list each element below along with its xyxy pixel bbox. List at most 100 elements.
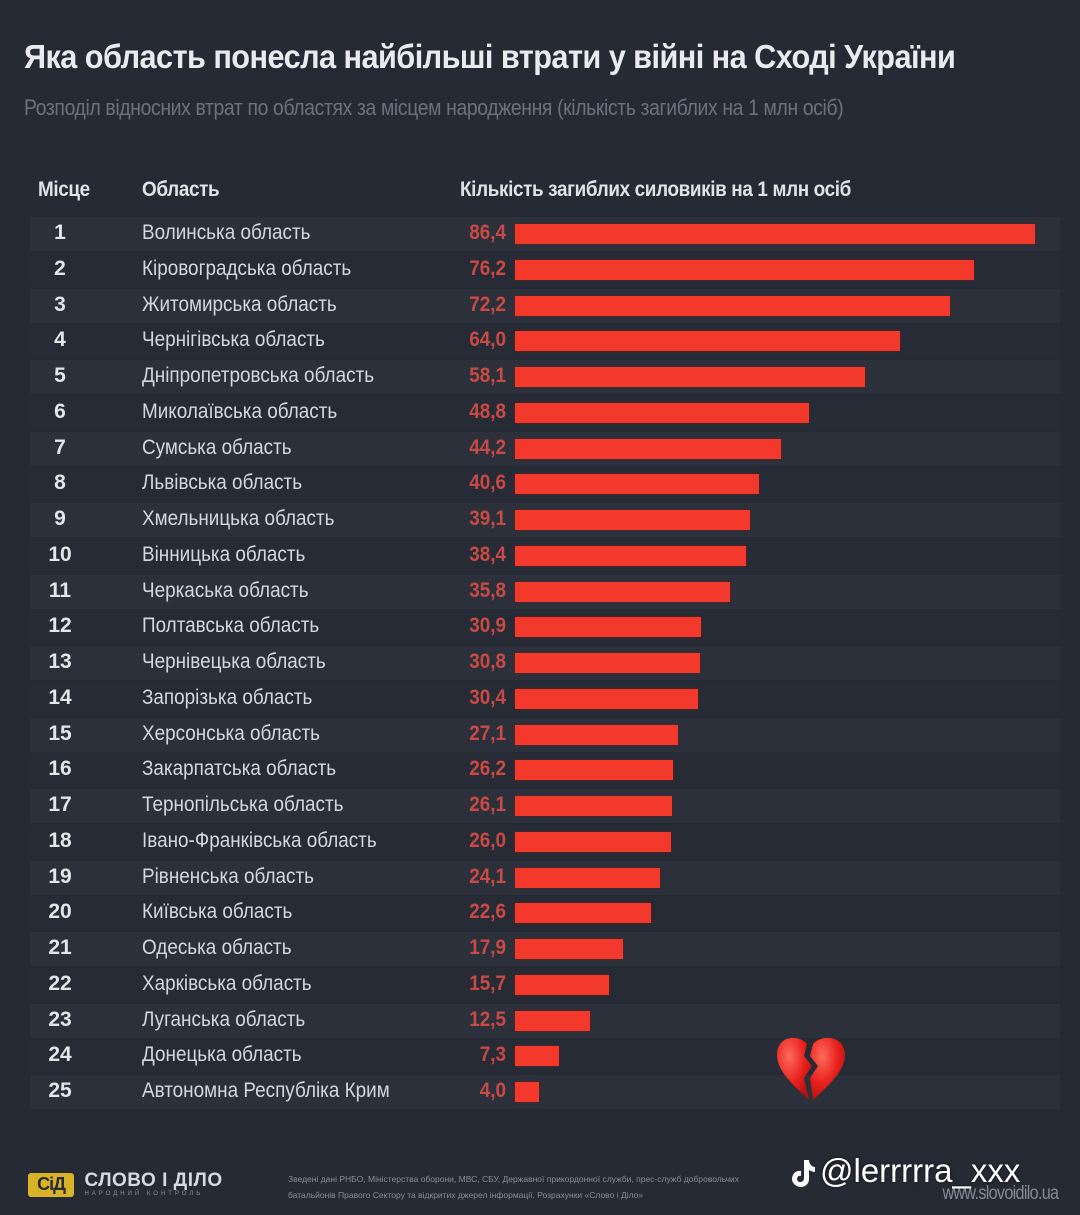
column-header-value: Кількість загиблих силовиків на 1 млн ос… [460, 178, 851, 201]
bar [515, 224, 1035, 244]
bar [515, 939, 623, 959]
value-label: 35,8 [469, 578, 506, 602]
region-label: Вінницька область [142, 542, 306, 566]
rank-label: 21 [48, 936, 72, 959]
value-label: 40,6 [469, 471, 506, 495]
rank-label: 10 [48, 542, 72, 566]
value-label: 72,2 [469, 292, 506, 316]
value-label: 48,8 [469, 399, 506, 423]
value-label: 39,1 [469, 507, 506, 530]
rank-label: 23 [48, 1007, 72, 1031]
region-label: Тернопільська область [142, 793, 344, 816]
value-label: 26,2 [469, 757, 506, 781]
bar [515, 831, 672, 852]
region-label: Харківська область [142, 971, 312, 995]
region-label: Сумська область [142, 435, 292, 459]
rank-label: 15 [48, 721, 72, 745]
rank-label: 19 [48, 864, 72, 888]
logo-name: СЛОВО І ДІЛО [84, 1170, 223, 1191]
rank-label: 24 [48, 1043, 72, 1067]
region-label: Чернівецька область [142, 650, 326, 673]
value-label: 7,3 [479, 1043, 506, 1067]
value-label: 30,8 [469, 650, 506, 673]
logo-tagline: НАРОДНИЙ КОНТРОЛЬ [84, 1191, 204, 1197]
sources-line-2: батальйонів Правого Сектору та відкритих… [288, 1190, 644, 1200]
value-label: 76,2 [469, 256, 506, 280]
bar [515, 653, 701, 673]
bar [515, 617, 701, 638]
region-label: Черкаська область [142, 578, 309, 602]
bar [515, 402, 809, 423]
rank-label: 20 [48, 900, 72, 924]
region-label: Київська область [142, 900, 293, 924]
rank-label: 1 [54, 221, 66, 244]
chart-title: Яка область понесла найбільші втрати у в… [24, 38, 956, 75]
broken-heart-icon [776, 1037, 846, 1100]
bar [515, 903, 652, 924]
region-label: Івано-Франківська область [142, 828, 377, 852]
publisher-logo: СіД СЛОВО І ДІЛО НАРОДНИЙ КОНТРОЛЬ [28, 1170, 223, 1198]
region-label: Запорізька область [142, 685, 313, 709]
rank-label: 12 [48, 614, 72, 638]
watermark-handle: @lerrrrra_xxx [820, 1152, 1021, 1189]
value-label: 64,0 [469, 328, 506, 352]
value-label: 44,2 [469, 435, 506, 459]
value-label: 38,4 [469, 542, 506, 566]
bar [515, 724, 679, 745]
bar [515, 295, 950, 316]
rank-label: 14 [48, 685, 72, 709]
column-header-region: Область [142, 178, 220, 201]
region-label: Волинська область [142, 221, 311, 244]
bar [515, 688, 698, 709]
region-label: Житомирська область [142, 292, 337, 316]
region-label: Херсонська область [142, 721, 320, 745]
region-label: Львівська область [142, 471, 303, 495]
bar [515, 545, 747, 566]
rank-label: 4 [54, 328, 66, 352]
rank-label: 13 [48, 650, 72, 673]
bar [515, 1082, 540, 1102]
bar [515, 1010, 591, 1031]
tiktok-watermark: @lerrrrra_xxx [790, 1152, 1020, 1190]
bar [515, 331, 901, 352]
value-label: 30,9 [469, 614, 506, 638]
rank-label: 5 [54, 364, 66, 387]
region-label: Луганська область [142, 1007, 306, 1031]
value-label: 27,1 [469, 721, 506, 745]
rank-label: 6 [54, 399, 66, 423]
value-label: 24,1 [469, 864, 506, 888]
region-label: Одеська область [142, 936, 292, 959]
value-label: 17,9 [469, 936, 506, 959]
region-label: Закарпатська область [142, 757, 337, 781]
table-row [30, 1075, 1060, 1109]
rank-label: 11 [48, 578, 72, 602]
sources-line-1: Зведені дані РНБО, Міністерства оборони,… [288, 1174, 740, 1184]
region-label: Рівненська область [142, 864, 314, 888]
value-label: 26,0 [469, 828, 506, 852]
bar [515, 867, 661, 888]
bar [515, 760, 673, 781]
rank-label: 17 [48, 793, 72, 816]
bar [515, 367, 865, 387]
value-label: 12,5 [469, 1007, 506, 1031]
tiktok-icon [792, 1160, 815, 1188]
rank-label: 16 [48, 757, 72, 781]
bar [515, 438, 782, 459]
bar [515, 510, 751, 530]
value-label: 22,6 [469, 900, 506, 924]
rank-label: 9 [54, 507, 66, 530]
region-label: Автономна Республіка Крим [142, 1079, 390, 1102]
region-label: Чернігівська область [142, 328, 325, 352]
logo-mark: СіД [28, 1173, 74, 1197]
rank-label: 8 [54, 471, 66, 495]
region-label: Донецька область [142, 1043, 302, 1067]
bar [515, 474, 760, 495]
region-label: Дніпропетровська область [142, 364, 375, 387]
bar [515, 581, 731, 602]
website-link[interactable]: www.slovoidilo.ua [942, 1183, 1059, 1204]
value-label: 4,0 [479, 1079, 506, 1102]
column-header-rank: Місце [38, 178, 90, 201]
rank-label: 22 [48, 971, 72, 995]
rank-label: 2 [54, 256, 66, 280]
